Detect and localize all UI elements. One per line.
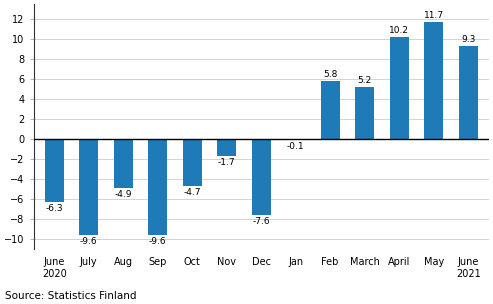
Bar (320, 81, 340, 139)
Text: 11.7: 11.7 (423, 11, 444, 20)
Bar (217, 139, 236, 156)
Bar (424, 22, 443, 139)
Text: -9.6: -9.6 (149, 237, 167, 246)
Bar (183, 139, 202, 186)
Bar (286, 139, 305, 140)
Bar (355, 87, 374, 139)
Bar (114, 139, 133, 188)
Bar (79, 139, 98, 235)
Bar (148, 139, 167, 235)
Text: -1.7: -1.7 (218, 158, 236, 167)
Text: 5.2: 5.2 (357, 76, 372, 85)
Text: Source: Statistics Finland: Source: Statistics Finland (5, 291, 137, 301)
Text: -6.3: -6.3 (45, 204, 63, 213)
Text: -9.6: -9.6 (80, 237, 98, 246)
Text: -4.9: -4.9 (114, 190, 132, 199)
Text: 10.2: 10.2 (389, 26, 409, 35)
Text: -7.6: -7.6 (252, 217, 270, 226)
Bar (45, 139, 64, 202)
Text: -4.7: -4.7 (183, 188, 201, 197)
Bar (252, 139, 271, 215)
Bar (458, 46, 478, 139)
Bar (389, 37, 409, 139)
Text: -0.1: -0.1 (287, 142, 305, 151)
Text: 9.3: 9.3 (461, 35, 475, 44)
Text: 5.8: 5.8 (323, 70, 337, 79)
